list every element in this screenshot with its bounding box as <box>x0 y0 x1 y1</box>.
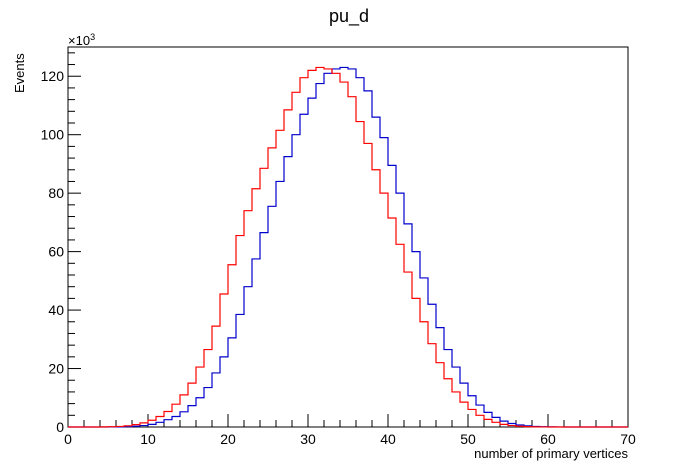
plot-frame <box>67 46 629 428</box>
series-layer <box>68 66 628 428</box>
series-line-2 <box>68 66 628 428</box>
y-tick-label: 60 <box>48 244 64 260</box>
y-tick-label: 120 <box>41 68 65 84</box>
chart-title: pu_d <box>329 6 369 27</box>
y-tick-label: 0 <box>56 419 64 435</box>
y-axis-label: Events <box>12 53 27 93</box>
y-tick-label: 80 <box>48 185 64 201</box>
y-axis-multiplier: ×103 <box>68 32 95 48</box>
x-tick-label: 10 <box>140 431 156 447</box>
x-tick-label: 50 <box>460 431 476 447</box>
y-axis-multiplier-base: ×10 <box>68 33 90 48</box>
x-tick-label: 40 <box>380 431 396 447</box>
y-tick-label: 40 <box>48 302 64 318</box>
x-tick-label: 20 <box>220 431 236 447</box>
x-tick-label: 0 <box>64 431 72 447</box>
x-axis-label: number of primary vertices <box>474 446 628 461</box>
x-axis: 0 10 20 30 40 50 60 70 <box>64 414 636 447</box>
x-tick-label: 60 <box>540 431 556 447</box>
y-tick-label: 100 <box>41 127 65 143</box>
y-axis-multiplier-exponent: 3 <box>90 32 95 42</box>
x-tick-label: 30 <box>300 431 316 447</box>
x-tick-label: 70 <box>620 431 636 447</box>
y-axis: 0 20 40 60 80 100 120 <box>41 52 81 435</box>
y-tick-label: 20 <box>48 361 64 377</box>
series-line-1 <box>68 66 628 428</box>
